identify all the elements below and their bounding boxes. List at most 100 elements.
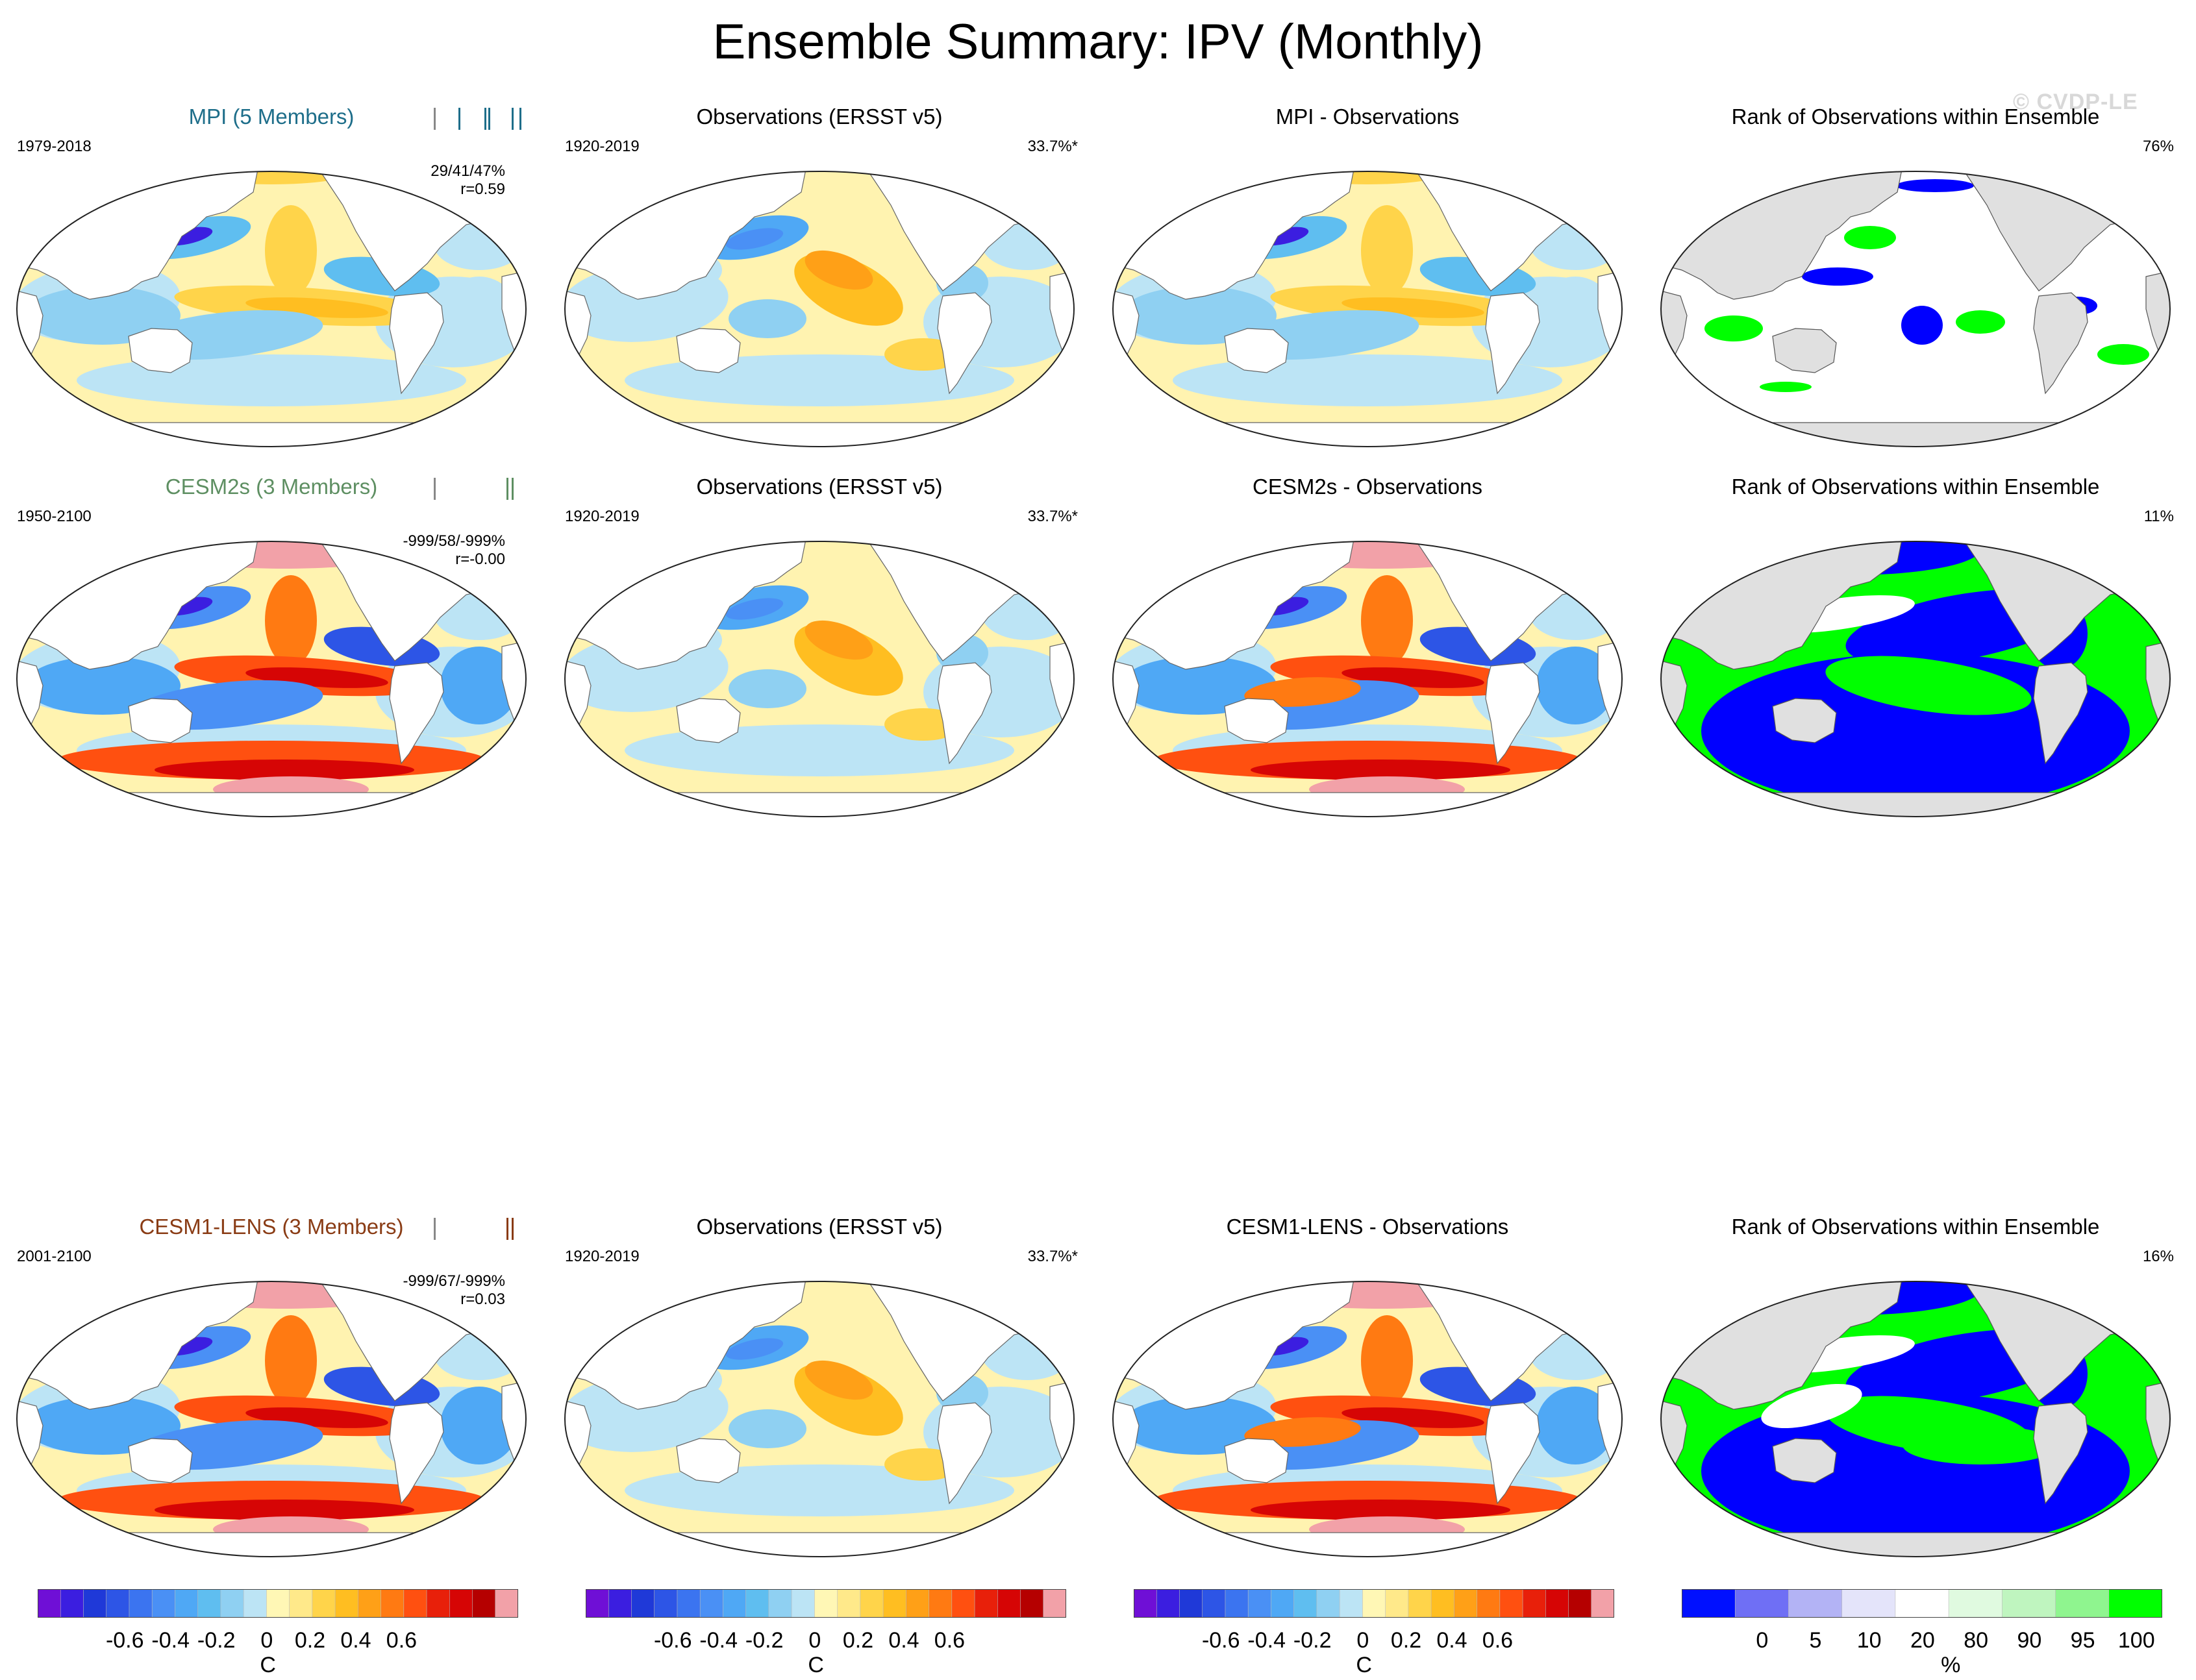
rank-colorbar: 0 5 10 20 80 90 95 100%	[1682, 1589, 2162, 1677]
colorbar-swatch	[837, 1589, 861, 1618]
panel-stats: -999/58/-999% r=-0.00	[403, 532, 505, 569]
colorbar-swatch	[745, 1589, 769, 1618]
panel-percent: 33.7%*	[1027, 1248, 1078, 1265]
temp-colorbar-3: -0.6 -0.4 -0.2 0 0.2 0.4 0.6 C	[1134, 1589, 1614, 1677]
colorbar-tick-label: 0.2	[1390, 1628, 1422, 1653]
colorbar-swatch	[1247, 1589, 1272, 1618]
panel-diff-row1: MPI - Observations	[1101, 104, 1634, 467]
panel-percent: 33.7%*	[1027, 508, 1078, 525]
colorbar-tick-label: 90	[2017, 1628, 2042, 1653]
colorbar-swatch	[1591, 1589, 1614, 1618]
panel-title: Rank of Observations within Ensemble	[1731, 1215, 2100, 1239]
world-map	[1112, 171, 1623, 447]
colorbar-swatches	[586, 1589, 1066, 1618]
panel-title: MPI - Observations	[1275, 105, 1460, 129]
world-map	[1112, 541, 1623, 817]
map-container	[12, 1276, 531, 1565]
world-map	[16, 541, 527, 817]
colorbar-swatch	[106, 1589, 130, 1618]
colorbar-swatch	[1454, 1589, 1478, 1618]
panel-title: CESM2s (3 Members)	[165, 475, 378, 499]
colorbar-swatch	[791, 1589, 816, 1618]
colorbar-swatch	[677, 1589, 701, 1618]
colorbar-swatches	[1134, 1589, 1614, 1618]
panel-title: Observations (ERSST v5)	[696, 1215, 943, 1239]
colorbar-swatch	[882, 1589, 907, 1618]
colorbar-swatch	[1134, 1589, 1158, 1618]
colorbar-tick-label: -0.6	[105, 1628, 144, 1653]
panel-model-row3: CESM1-LENS (3 Members) 2001-2100 -999/67/-…	[5, 1214, 538, 1577]
colorbar-tick-label: 20	[1910, 1628, 1935, 1653]
member-tick	[506, 1218, 508, 1240]
panel-model-row2: CESM2s (3 Members) 1950-2100 -999/58/-999%…	[5, 474, 538, 837]
colorbar-swatch	[60, 1589, 84, 1618]
panel-title: MPI (5 Members)	[188, 105, 355, 129]
colorbar-tick-label: -0.2	[197, 1628, 236, 1653]
world-map	[1660, 541, 2171, 817]
world-map	[1660, 1281, 2171, 1557]
figure-title: Ensemble Summary: IPV (Monthly)	[712, 14, 1484, 69]
member-tick	[506, 478, 508, 500]
panel-percent: 76%	[2142, 138, 2174, 155]
colorbar-swatch	[1156, 1589, 1180, 1618]
colorbar-swatch	[289, 1589, 313, 1618]
panel-title: CESM1-LENS - Observations	[1226, 1215, 1509, 1239]
stats-pct: -999/67/-999%	[403, 1272, 505, 1290]
panel-period: 1979-2018	[17, 138, 92, 155]
colorbar-swatch	[2055, 1589, 2110, 1618]
colorbar-swatch	[1545, 1589, 1569, 1618]
colorbar-swatch	[1339, 1589, 1364, 1618]
colorbar-swatch	[334, 1589, 359, 1618]
colorbar-swatch	[768, 1589, 792, 1618]
colorbar-swatch	[814, 1589, 838, 1618]
member-tick	[434, 108, 436, 130]
member-tick	[434, 478, 436, 500]
colorbar-tick-label: 0.4	[1436, 1628, 1467, 1653]
panel-period: 1950-2100	[17, 508, 92, 525]
panel-diff-row3: CESM1-LENS - Observations	[1101, 1214, 1634, 1577]
colorbar-swatch	[608, 1589, 632, 1618]
colorbar-tick-label: 10	[1856, 1628, 1882, 1653]
colorbar-swatch	[1430, 1589, 1455, 1618]
panel-stats: -999/67/-999% r=0.03	[403, 1272, 505, 1309]
colorbar-swatch	[129, 1589, 153, 1618]
world-map	[564, 171, 1075, 447]
panel-percent: 16%	[2142, 1248, 2174, 1265]
colorbar-swatch	[1895, 1589, 1949, 1618]
colorbar-swatch	[1020, 1589, 1044, 1618]
map-container	[12, 166, 531, 455]
colorbar-unit: %	[1941, 1653, 1961, 1677]
panel-obs-row3: Observations (ERSST v5) 1920-2019 33.7%*	[553, 1214, 1086, 1577]
colorbar-unit: C	[260, 1653, 276, 1677]
cvdp-watermark: © CVDP-LE	[2013, 90, 2138, 114]
colorbar-tick-label: 100	[2117, 1628, 2155, 1653]
colorbar-swatch	[197, 1589, 221, 1618]
map-container	[560, 1276, 1079, 1565]
map-container	[12, 536, 531, 825]
colorbar-tick-label: -0.2	[745, 1628, 784, 1653]
world-map	[1112, 1281, 1623, 1557]
colorbar-swatch	[403, 1589, 427, 1618]
colorbar-swatch	[2108, 1589, 2162, 1618]
colorbar-tick-label: 0.6	[934, 1628, 966, 1653]
member-tick	[519, 108, 521, 130]
member-tick	[512, 108, 514, 130]
panel-model-row1: MPI (5 Members) 1979-2018 29/41/47% r=0.59	[5, 104, 538, 467]
colorbar-swatch	[699, 1589, 724, 1618]
panel-period: 1920-2019	[565, 508, 640, 525]
colorbar-swatch	[906, 1589, 930, 1618]
colorbar-tick-label: -0.4	[151, 1628, 190, 1653]
colorbar-tick-label: 0.2	[842, 1628, 874, 1653]
colorbar-swatch	[1682, 1589, 1736, 1618]
panel-period: 1920-2019	[565, 138, 640, 155]
colorbar-tick-label: 0.4	[340, 1628, 371, 1653]
panel-percent: 11%	[2143, 508, 2174, 525]
map-container	[1108, 536, 1627, 825]
colorbar-tick-label: -0.2	[1293, 1628, 1332, 1653]
panel-title: Observations (ERSST v5)	[696, 105, 943, 129]
panel-title: CESM1-LENS (3 Members)	[139, 1215, 404, 1239]
colorbar-tick-label: 0	[808, 1628, 821, 1653]
temp-colorbar-2: -0.6 -0.4 -0.2 0 0.2 0.4 0.6 C	[586, 1589, 1066, 1677]
colorbar-swatch	[1179, 1589, 1203, 1618]
stats-corr: r=0.59	[460, 180, 505, 198]
